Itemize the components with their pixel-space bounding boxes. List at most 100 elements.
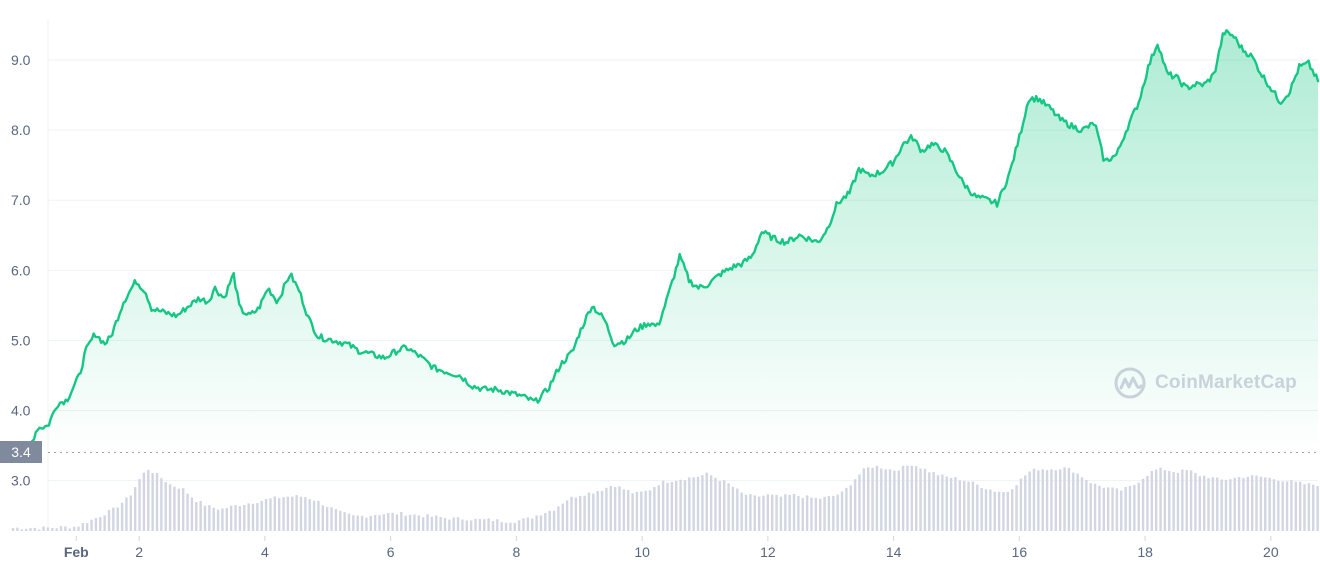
volume-bar xyxy=(321,505,325,531)
start-price-badge: 3.4 xyxy=(0,441,42,463)
x-tick-label-2: 2 xyxy=(135,544,143,560)
volume-bar xyxy=(762,495,765,531)
volume-bar xyxy=(1163,470,1167,531)
volume-bar xyxy=(522,518,525,531)
volume-bar xyxy=(16,527,19,531)
volume-bar xyxy=(487,518,490,531)
volume-bar xyxy=(1272,479,1276,531)
volume-bar xyxy=(1006,491,1010,531)
volume-bar xyxy=(20,529,23,531)
volume-bar xyxy=(884,469,887,531)
volume-bar xyxy=(164,482,167,531)
volume-bar xyxy=(339,510,342,531)
volume-bar xyxy=(365,517,368,531)
volume-bar xyxy=(954,476,957,531)
volume-bar xyxy=(688,477,691,531)
volume-bar xyxy=(696,476,700,531)
volume-bar xyxy=(24,528,28,531)
volume-bar xyxy=(1264,477,1267,531)
volume-bar xyxy=(116,507,119,531)
volume-bar xyxy=(33,527,37,531)
volume-bar xyxy=(199,501,202,531)
volume-bar xyxy=(1285,481,1289,531)
volume-bar xyxy=(967,481,970,531)
volume-bar xyxy=(29,528,32,531)
volume-bar xyxy=(945,476,948,531)
volume-bar xyxy=(1246,476,1249,531)
volume-bar xyxy=(753,495,756,531)
volume-bar xyxy=(997,491,1001,531)
volume-bar xyxy=(709,475,713,531)
volume-bar xyxy=(1054,470,1058,531)
volume-bar xyxy=(661,480,665,531)
volume-bar xyxy=(478,519,482,531)
volume-bar xyxy=(426,514,429,531)
volume-bar xyxy=(404,515,407,531)
x-tick-label-10: 10 xyxy=(634,544,650,560)
volume-bar xyxy=(906,465,909,531)
volume-bar xyxy=(443,517,447,531)
volume-bar xyxy=(1168,470,1171,531)
volume-bar xyxy=(51,527,54,531)
volume-bar xyxy=(740,492,743,531)
volume-bar xyxy=(1072,472,1075,531)
volume-bar xyxy=(391,512,394,531)
volume-bar xyxy=(1058,469,1062,531)
volume-bar xyxy=(644,490,647,531)
volume-bar xyxy=(784,494,787,531)
volume-bar xyxy=(705,472,708,531)
volume-bar xyxy=(914,466,918,531)
volume-bar xyxy=(295,495,298,531)
volume-bar xyxy=(1194,473,1197,531)
volume-bar xyxy=(1106,487,1110,531)
volume-bar xyxy=(618,486,621,531)
volume-bar xyxy=(94,518,98,531)
volume-bar xyxy=(190,497,194,531)
volume-bar xyxy=(260,500,263,531)
x-tick-label-12: 12 xyxy=(760,544,776,560)
volume-bar xyxy=(125,497,128,531)
volume-bar xyxy=(225,508,229,531)
volume-bar xyxy=(1242,478,1245,531)
volume-bar xyxy=(474,518,477,531)
volume-bar xyxy=(168,484,172,531)
volume-bar xyxy=(832,495,835,531)
y-tick-label-9.0: 9.0 xyxy=(11,52,31,68)
volume-bar xyxy=(439,517,442,531)
volume-bar xyxy=(840,491,844,531)
volume-bar xyxy=(216,509,220,531)
volume-bar xyxy=(203,505,207,531)
volume-bar xyxy=(496,519,499,531)
volume-bar xyxy=(1089,483,1092,531)
volume-bar xyxy=(1137,482,1140,531)
volume-bar xyxy=(888,469,892,531)
volume-bar xyxy=(99,517,102,531)
volume-bar xyxy=(557,506,560,531)
volume-bar xyxy=(653,487,656,531)
volume-bar xyxy=(1146,476,1149,531)
volume-bar xyxy=(561,503,564,531)
volume-bar xyxy=(1037,470,1040,531)
y-axis-ticks: 3.0 4.0 5.0 6.0 7.0 8.0 9.0 xyxy=(11,52,31,489)
volume-bar xyxy=(744,494,748,531)
volume-bar xyxy=(801,498,804,531)
price-area-fill xyxy=(13,30,1318,453)
volume-bar xyxy=(243,505,246,531)
volume-bar xyxy=(395,514,399,531)
volume-bar xyxy=(701,475,704,531)
volume-bar xyxy=(138,479,141,531)
volume-bar xyxy=(1080,477,1084,531)
volume-bar xyxy=(382,514,386,531)
volume-bar xyxy=(871,467,874,531)
volume-bar xyxy=(1233,477,1236,531)
volume-bar xyxy=(670,482,674,531)
volume-bar xyxy=(147,469,150,531)
volume-bar xyxy=(1002,492,1005,531)
volume-bar xyxy=(461,519,464,531)
volume-bar xyxy=(1102,487,1106,531)
volume-bar xyxy=(622,489,626,531)
volume-bar xyxy=(142,472,146,531)
volume-bar xyxy=(792,494,796,531)
x-tick-label-Feb: Feb xyxy=(64,544,89,560)
